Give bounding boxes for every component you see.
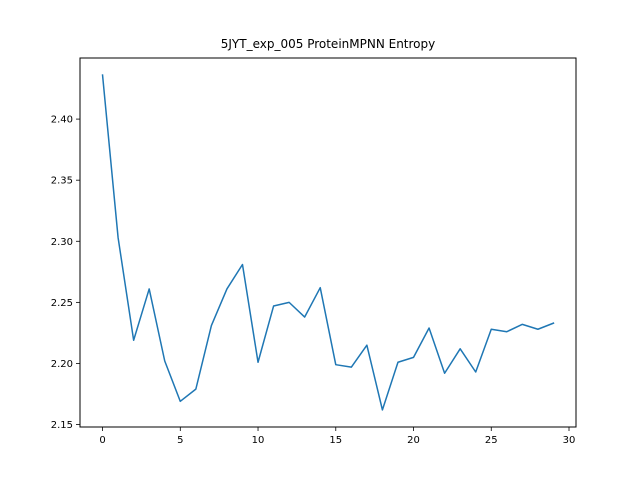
x-tick-label: 25 [485, 435, 498, 446]
x-tick-label: 5 [177, 435, 183, 446]
x-tick-label: 30 [563, 435, 576, 446]
x-tick-label: 20 [407, 435, 420, 446]
y-tick-label: 2.30 [51, 237, 73, 248]
y-tick-label: 2.25 [51, 298, 73, 309]
series-line-0 [101, 74, 555, 411]
y-tick-label: 2.15 [51, 420, 73, 431]
y-axis: 2.15 2.20 2.25 2.30 2.35 2.40 [51, 115, 80, 431]
x-tick-label: 0 [99, 435, 105, 446]
x-axis: 0 5 10 15 20 25 30 [99, 427, 575, 446]
chart-title: 5JYT_exp_005 ProteinMPNN Entropy [221, 37, 436, 51]
x-tick-label: 10 [252, 435, 265, 446]
y-tick-label: 2.20 [51, 359, 73, 370]
plot-lines [101, 74, 555, 411]
plot-frame [79, 57, 577, 428]
y-tick-label: 2.35 [51, 176, 73, 187]
y-tick-label: 2.40 [51, 115, 73, 126]
x-tick-label: 15 [329, 435, 342, 446]
